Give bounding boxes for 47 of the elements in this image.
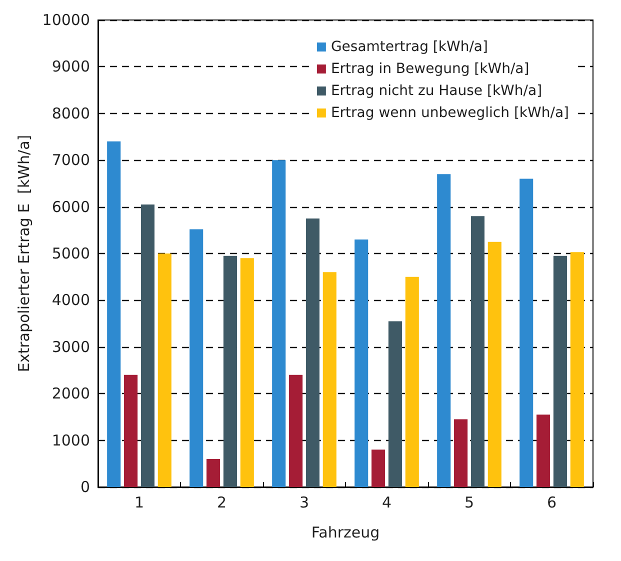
y-tick-label: 4000: [52, 291, 90, 310]
bar: [488, 242, 502, 487]
bar: [536, 414, 550, 487]
bar: [223, 256, 237, 487]
bar: [140, 204, 154, 487]
y-tick-label: 8000: [52, 104, 90, 122]
x-tick-label: 1: [134, 494, 144, 512]
bar: [289, 374, 303, 487]
y-tick-label: 5000: [52, 244, 90, 262]
y-tick-label: 3000: [52, 338, 90, 356]
y-tick-label: 0: [80, 478, 90, 496]
bar: [322, 272, 336, 487]
bar: [206, 458, 220, 487]
y-tick-label: 9000: [52, 58, 90, 76]
bar: [454, 419, 468, 487]
bar: [158, 254, 172, 487]
bar: [124, 374, 138, 487]
x-tick-label: 5: [464, 494, 474, 512]
y-tick-label: 6000: [52, 198, 90, 216]
bar: [470, 216, 484, 487]
y-tick-label: 1000: [52, 431, 90, 450]
x-axis-title: Fahrzeug: [311, 524, 380, 542]
y-tick-label: 10000: [42, 11, 90, 29]
bar: [405, 276, 419, 487]
bar: [372, 450, 386, 487]
bar: [272, 160, 286, 487]
bar: [354, 239, 368, 487]
x-tick-label: 6: [546, 494, 557, 512]
bar: [570, 252, 584, 487]
y-tick-label: 2000: [52, 384, 90, 403]
bar: [553, 256, 567, 487]
y-axis-title: Extrapolierter Ertrag E [kWh/a]: [14, 134, 33, 372]
bar: [107, 141, 121, 487]
legend-label: Ertrag wenn unbeweglich [kWh/a]: [330, 105, 569, 121]
x-tick-label: 3: [299, 494, 310, 512]
legend-label: Ertrag in Bewegung [kWh/a]: [330, 61, 530, 77]
bar: [190, 229, 204, 487]
legend-label: Gesamtertrag [kWh/a]: [330, 39, 488, 55]
bar: [388, 321, 402, 487]
bar: [306, 218, 320, 487]
bar: [240, 258, 254, 487]
x-tick-label: 4: [382, 494, 392, 512]
legend-label: Ertrag nicht zu Hause [kWh/a]: [330, 83, 542, 99]
x-tick-label: 2: [216, 494, 227, 512]
bar: [520, 178, 534, 487]
y-tick-label: 7000: [52, 151, 90, 170]
bar: [437, 174, 451, 487]
